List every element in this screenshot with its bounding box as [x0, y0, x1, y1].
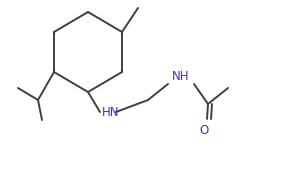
Text: HN: HN	[102, 105, 120, 119]
Text: O: O	[199, 124, 208, 137]
Text: NH: NH	[172, 70, 190, 83]
